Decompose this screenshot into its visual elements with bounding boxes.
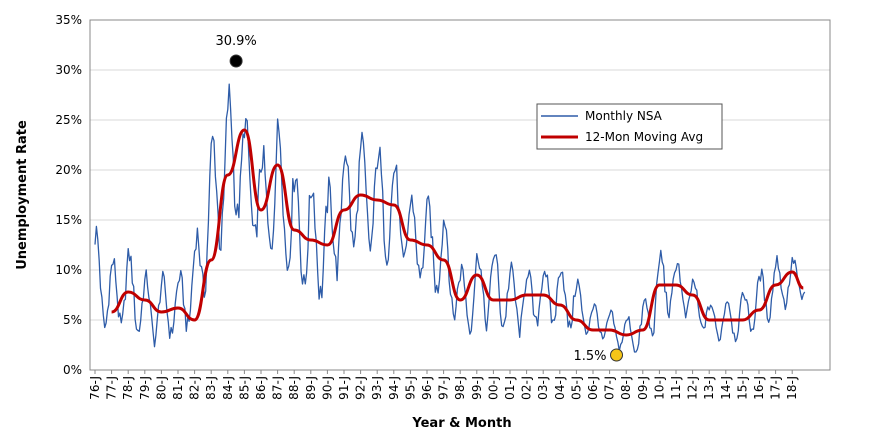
y-axis-title: Unemployment Rate xyxy=(15,120,30,270)
x-tick-label: 90-J xyxy=(320,376,334,400)
x-tick-label: 86-J xyxy=(254,376,268,400)
x-tick-label: 06-J xyxy=(586,376,600,400)
x-tick-label: 94-J xyxy=(387,376,401,400)
x-tick-label: 89-J xyxy=(304,376,318,400)
x-tick-label: 03-J xyxy=(536,376,550,400)
legend-label-moving-avg: 12-Mon Moving Avg xyxy=(585,130,703,144)
max-label: 30.9% xyxy=(215,34,256,49)
x-tick-label: 83-J xyxy=(204,376,218,400)
legend-label-monthly-nsa: Monthly NSA xyxy=(585,109,663,123)
x-tick-label: 02-J xyxy=(520,376,534,400)
min-marker xyxy=(610,348,624,362)
grid xyxy=(90,19,830,371)
series-layer xyxy=(94,83,806,353)
plot-area-border xyxy=(89,19,831,371)
x-tick-label: 76-J xyxy=(88,376,102,400)
x-tick-label: 92-J xyxy=(354,376,368,400)
y-tick-label: 15% xyxy=(55,213,82,227)
x-tick-label: 93-J xyxy=(370,376,384,400)
x-tick-label: 09-J xyxy=(636,376,650,400)
x-tick-label: 07-J xyxy=(603,376,617,400)
x-tick-label: 84-J xyxy=(221,376,235,400)
x-tick-label: 17-J xyxy=(769,376,783,400)
x-tick-label: 87-J xyxy=(271,376,285,400)
x-tick-label: 14-J xyxy=(719,376,733,400)
series-monthly-nsa-line xyxy=(94,83,806,353)
x-tick-label: 04-J xyxy=(553,376,567,400)
x-tick-label: 08-J xyxy=(619,376,633,400)
x-tick-label: 01-J xyxy=(503,376,517,400)
x-tick-label: 98-J xyxy=(453,376,467,400)
x-tick-label: 15-J xyxy=(735,376,749,400)
x-tick-label: 77-J xyxy=(105,376,119,400)
x-tick-label: 80-J xyxy=(154,376,168,400)
y-tick-label: 5% xyxy=(63,313,82,327)
y-tick-label: 25% xyxy=(55,113,82,127)
x-tick-label: 00-J xyxy=(486,376,500,400)
x-tick-label: 95-J xyxy=(403,376,417,400)
annotations: 30.9% 1.5% xyxy=(215,34,624,364)
x-tick-label: 81-J xyxy=(171,376,185,400)
x-tick-label: 82-J xyxy=(188,376,202,400)
x-axis: 76-J 77-J 78-J 79-J 80-J 81-J 82-J 83-J 84-J 85-J… xyxy=(88,370,799,400)
x-tick-label: 05-J xyxy=(569,376,583,400)
y-tick-label: 35% xyxy=(55,13,82,27)
legend-box xyxy=(536,103,723,150)
x-tick-label: 78-J xyxy=(121,376,135,400)
x-tick-label: 18-J xyxy=(785,376,799,400)
x-tick-label: 11-J xyxy=(669,376,683,400)
y-tick-label: 0% xyxy=(63,363,82,377)
y-axis: 0% 5% 10% 15% 20% 25% 30% 35% xyxy=(55,13,82,377)
series-moving-avg-line xyxy=(111,128,804,337)
x-tick-label: 16-J xyxy=(752,376,766,400)
min-label: 1.5% xyxy=(573,349,606,364)
x-tick-label: 88-J xyxy=(287,376,301,400)
x-tick-label: 91-J xyxy=(337,376,351,400)
y-tick-label: 10% xyxy=(55,263,82,277)
max-marker xyxy=(229,54,243,68)
x-tick-label: 96-J xyxy=(420,376,434,400)
x-tick-label: 13-J xyxy=(702,376,716,400)
x-tick-label: 97-J xyxy=(437,376,451,400)
x-tick-label: 79-J xyxy=(138,376,152,400)
legend: Monthly NSA 12-Mon Moving Avg xyxy=(536,103,723,150)
x-tick-label: 12-J xyxy=(686,376,700,400)
x-axis-title: Year & Month xyxy=(411,416,511,431)
x-tick-label: 99-J xyxy=(470,376,484,400)
y-tick-label: 20% xyxy=(55,163,82,177)
x-tick-label: 85-J xyxy=(237,376,251,400)
y-tick-label: 30% xyxy=(55,63,82,77)
x-tick-label: 10-J xyxy=(652,376,666,400)
